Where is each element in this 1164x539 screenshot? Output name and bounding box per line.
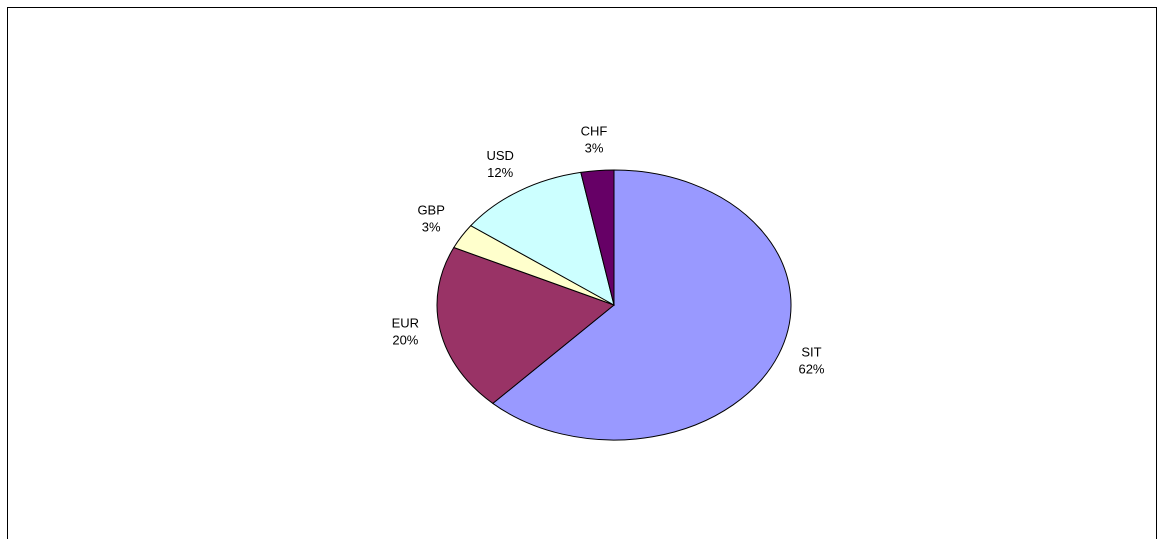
pie-slice: [492, 169, 792, 441]
slice-category: GBP: [417, 203, 444, 218]
slice-value: 20%: [392, 332, 418, 347]
pie-slice: [436, 246, 616, 405]
pie-slice: [580, 169, 615, 306]
slice-category: CHF: [581, 124, 608, 139]
slice-value: 3%: [422, 220, 441, 235]
slice-category: EUR: [392, 315, 419, 330]
slice-value: 62%: [798, 362, 824, 377]
slice-label: CHF 3%: [581, 124, 608, 156]
slice-category: SIT: [801, 345, 821, 360]
slice-value: 12%: [487, 165, 513, 180]
slice-label: USD 12%: [486, 148, 513, 180]
slice-category: USD: [486, 148, 513, 163]
slice-label: GBP 3%: [417, 203, 444, 235]
slice-label: EUR 20%: [392, 315, 419, 347]
slice-value: 3%: [585, 141, 604, 156]
slice-label: SIT 62%: [798, 345, 824, 377]
pie-slice: [469, 171, 615, 306]
